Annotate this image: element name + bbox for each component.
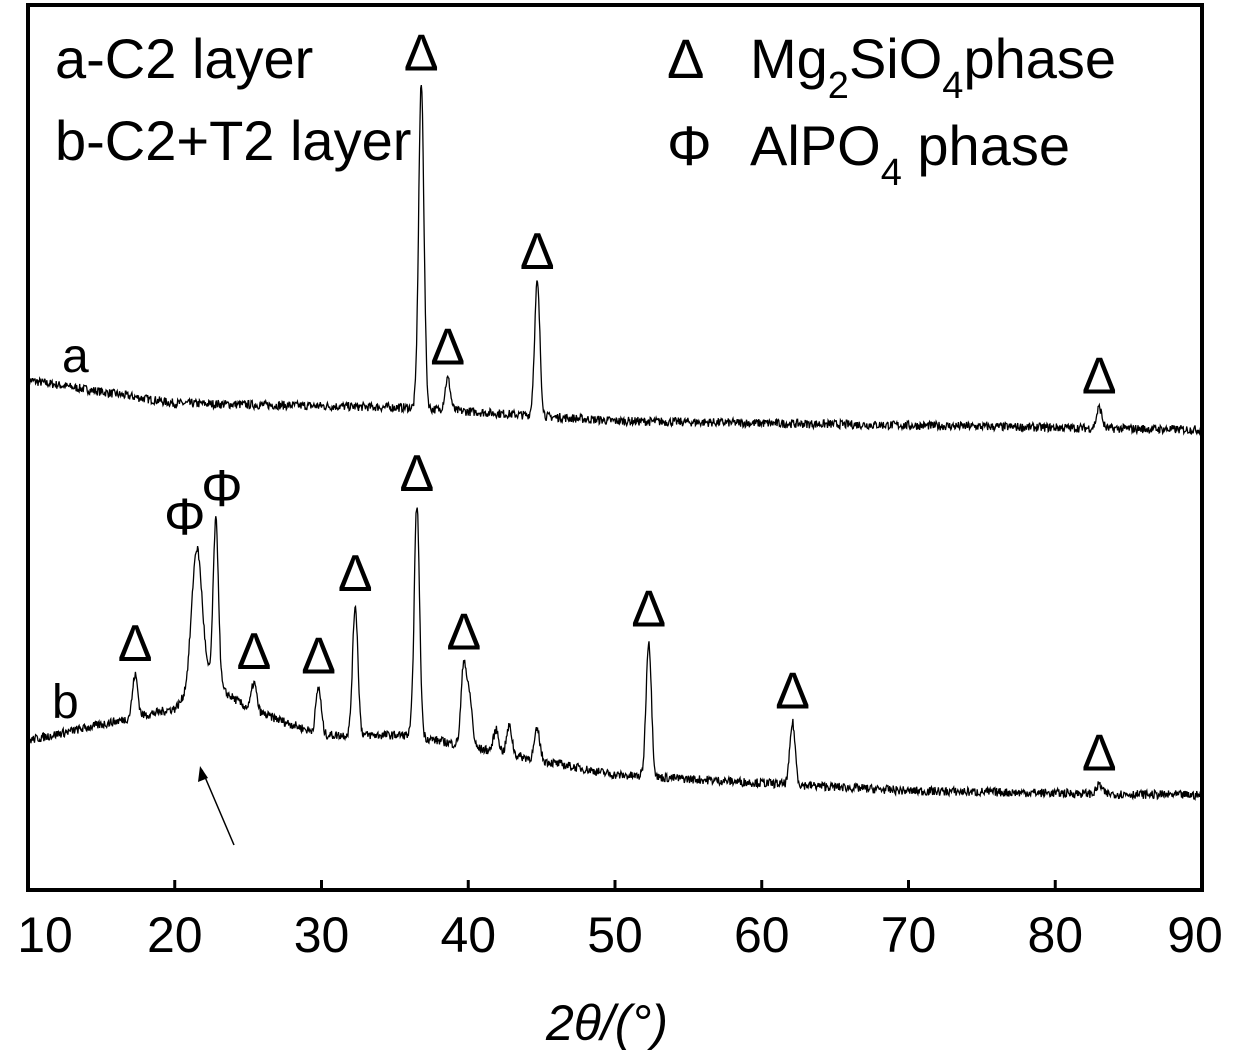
series-line-b [27, 507, 1203, 801]
triangle-marker: Δ [1082, 725, 1117, 783]
legend-triangle-icon: Δ [667, 27, 704, 90]
triangle-marker: Δ [400, 445, 435, 503]
x-tick-label: 70 [881, 907, 937, 963]
series-line-a [27, 84, 1203, 437]
x-tick-label: 90 [1167, 907, 1223, 963]
series-label-a: a [62, 330, 89, 383]
triangle-marker: Δ [237, 623, 272, 681]
triangle-marker: Δ [430, 318, 465, 376]
triangle-marker: Δ [1082, 348, 1117, 406]
legend-phi-icon: Φ [667, 114, 712, 177]
triangle-marker: Δ [775, 663, 810, 721]
legend-a: a-C2 layer [55, 27, 313, 90]
x-tick-label: 60 [734, 907, 790, 963]
legend-b: b-C2+T2 layer [55, 109, 411, 172]
x-tick-label: 30 [294, 907, 350, 963]
triangle-marker: Δ [338, 545, 373, 603]
triangle-marker: Δ [631, 580, 666, 638]
triangle-marker: Δ [520, 223, 555, 281]
legend-alpo4: AlPO4 phase [750, 114, 1070, 194]
x-axis-label: 2θ/(°) [545, 995, 668, 1050]
hump-arrow [201, 769, 235, 846]
x-tick-label: 20 [147, 907, 203, 963]
series-label-b: b [52, 676, 79, 729]
x-tick-label: 80 [1027, 907, 1083, 963]
triangle-marker: Δ [446, 603, 481, 661]
phi-marker: Φ [201, 460, 243, 518]
x-tick-label: 50 [587, 907, 643, 963]
triangle-marker: Δ [301, 627, 336, 685]
triangle-marker: Δ [404, 25, 439, 83]
phi-marker: Φ [164, 488, 206, 546]
hump-arrowhead [198, 766, 208, 782]
x-tick-label: 40 [440, 907, 496, 963]
legend-mg2sio4: Mg2SiO4phase [750, 27, 1116, 107]
triangle-marker: Δ [118, 615, 153, 673]
x-tick-label: 10 [17, 907, 73, 963]
